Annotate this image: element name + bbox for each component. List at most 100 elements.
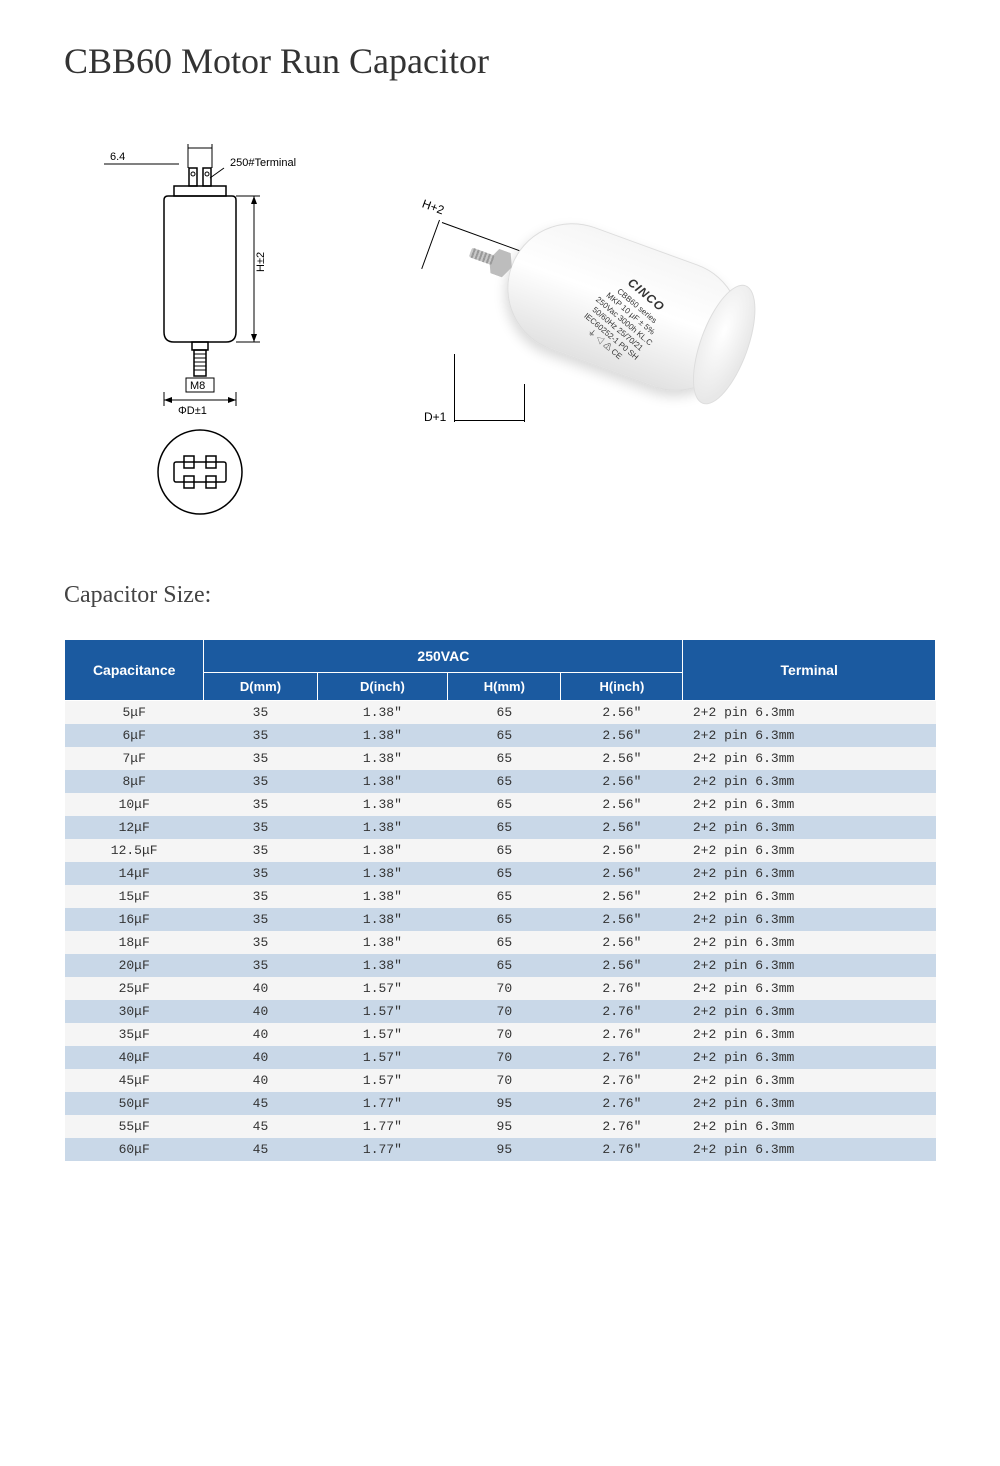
th-hin: H(inch) [561,673,683,701]
cell-hmm: 65 [448,770,561,793]
technical-drawing-svg: 6.4 8 250#Terminal H±2 [104,142,324,522]
table-row: 12μF351.38″652.56″2+2 pin 6.3mm [65,816,936,839]
cell-din: 1.38″ [317,747,448,770]
cell-hin: 2.56″ [561,724,683,747]
cell-term: 2+2 pin 6.3mm [683,931,936,954]
cell-hmm: 95 [448,1138,561,1161]
cell-hin: 2.76″ [561,1115,683,1138]
cell-hmm: 65 [448,954,561,977]
cell-term: 2+2 pin 6.3mm [683,1023,936,1046]
cell-cap: 12μF [65,816,204,839]
table-row: 15μF351.38″652.56″2+2 pin 6.3mm [65,885,936,908]
cell-din: 1.38″ [317,954,448,977]
cell-term: 2+2 pin 6.3mm [683,839,936,862]
cell-hin: 2.56″ [561,770,683,793]
cell-dmm: 40 [204,1000,317,1023]
cell-hin: 2.76″ [561,1046,683,1069]
cell-dmm: 45 [204,1138,317,1161]
cell-cap: 20μF [65,954,204,977]
cell-hmm: 65 [448,724,561,747]
dim-h: H±2 [255,252,267,272]
capacitor-bolt [465,236,518,283]
cell-term: 2+2 pin 6.3mm [683,977,936,1000]
table-row: 14μF351.38″652.56″2+2 pin 6.3mm [65,862,936,885]
photo-dim-d: D+1 [424,410,446,424]
cell-dmm: 35 [204,816,317,839]
cell-cap: 55μF [65,1115,204,1138]
cell-cap: 50μF [65,1092,204,1115]
cell-cap: 35μF [65,1023,204,1046]
cell-hmm: 70 [448,1023,561,1046]
th-voltage-group: 250VAC [204,640,683,673]
cell-hmm: 65 [448,793,561,816]
cell-cap: 30μF [65,1000,204,1023]
cell-cap: 5μF [65,701,204,725]
cell-hmm: 65 [448,701,561,725]
cell-hmm: 70 [448,977,561,1000]
cell-term: 2+2 pin 6.3mm [683,1138,936,1161]
th-din: D(inch) [317,673,448,701]
table-row: 18μF351.38″652.56″2+2 pin 6.3mm [65,931,936,954]
cell-term: 2+2 pin 6.3mm [683,1000,936,1023]
cell-term: 2+2 pin 6.3mm [683,908,936,931]
cell-term: 2+2 pin 6.3mm [683,770,936,793]
cell-hin: 2.76″ [561,1023,683,1046]
cell-cap: 10μF [65,793,204,816]
cell-din: 1.38″ [317,724,448,747]
cell-din: 1.38″ [317,816,448,839]
product-photo: H+2 CINCO CBB60 series MKP 10 μF ± 5% 25… [404,182,784,482]
page-title: CBB60 Motor Run Capacitor [64,40,936,82]
cell-dmm: 35 [204,701,317,725]
cell-term: 2+2 pin 6.3mm [683,793,936,816]
cell-din: 1.77″ [317,1138,448,1161]
cell-dmm: 35 [204,839,317,862]
cell-hmm: 65 [448,908,561,931]
cell-hmm: 65 [448,816,561,839]
cell-hin: 2.76″ [561,1069,683,1092]
cell-term: 2+2 pin 6.3mm [683,816,936,839]
cell-din: 1.77″ [317,1092,448,1115]
m8-label: M8 [190,380,205,392]
cell-dmm: 35 [204,862,317,885]
table-row: 12.5μF351.38″652.56″2+2 pin 6.3mm [65,839,936,862]
cell-hmm: 65 [448,862,561,885]
cell-hin: 2.56″ [561,816,683,839]
cell-din: 1.38″ [317,908,448,931]
cell-cap: 16μF [65,908,204,931]
cell-din: 1.38″ [317,931,448,954]
cell-hmm: 65 [448,885,561,908]
table-row: 30μF401.57″702.76″2+2 pin 6.3mm [65,1000,936,1023]
dim-d: ΦD±1 [178,405,207,417]
cell-din: 1.57″ [317,1000,448,1023]
cell-dmm: 35 [204,908,317,931]
cell-dmm: 40 [204,1069,317,1092]
cell-hin: 2.56″ [561,793,683,816]
cell-dmm: 35 [204,793,317,816]
cell-term: 2+2 pin 6.3mm [683,885,936,908]
cell-hin: 2.56″ [561,885,683,908]
cell-hmm: 65 [448,839,561,862]
cell-hin: 2.56″ [561,747,683,770]
table-row: 35μF401.57″702.76″2+2 pin 6.3mm [65,1023,936,1046]
cell-hmm: 65 [448,931,561,954]
cell-din: 1.38″ [317,839,448,862]
table-row: 40μF401.57″702.76″2+2 pin 6.3mm [65,1046,936,1069]
cell-term: 2+2 pin 6.3mm [683,724,936,747]
cell-cap: 14μF [65,862,204,885]
cell-cap: 7μF [65,747,204,770]
cell-din: 1.57″ [317,1046,448,1069]
table-row: 50μF451.77″952.76″2+2 pin 6.3mm [65,1092,936,1115]
cell-term: 2+2 pin 6.3mm [683,701,936,725]
cell-hmm: 70 [448,1069,561,1092]
cell-dmm: 35 [204,931,317,954]
cell-cap: 8μF [65,770,204,793]
terminal-label: 250#Terminal [230,157,296,169]
cell-hmm: 95 [448,1092,561,1115]
dim-8: 8 [196,142,202,145]
photo-dim-h: H+2 [420,197,446,218]
th-terminal: Terminal [683,640,936,701]
cell-dmm: 35 [204,954,317,977]
cell-hin: 2.76″ [561,1092,683,1115]
table-row: 60μF451.77″952.76″2+2 pin 6.3mm [65,1138,936,1161]
cell-dmm: 40 [204,1046,317,1069]
